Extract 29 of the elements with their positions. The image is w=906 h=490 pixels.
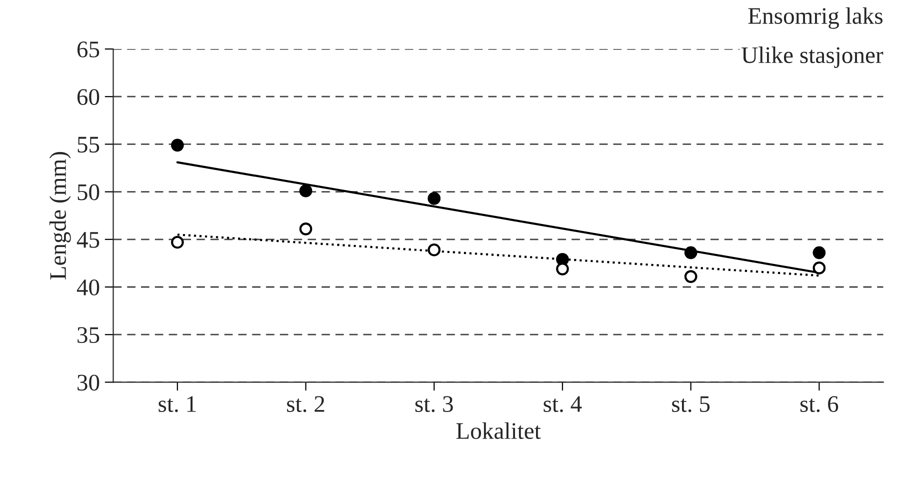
- point: [684, 270, 698, 283]
- y-tick-label: 30: [78, 374, 100, 391]
- x-tick-label: st. 3: [415, 396, 453, 412]
- point: [299, 222, 312, 236]
- point: [556, 262, 569, 276]
- y-tick-label: 55: [78, 136, 100, 153]
- y-tick-label: 65: [77, 42, 100, 58]
- point: [171, 138, 184, 152]
- x-axis-title: Lokalitet: [456, 422, 541, 439]
- point: [812, 246, 826, 260]
- x-tick-label: st. 6: [800, 396, 838, 412]
- text: Ensomrig laks: [748, 7, 882, 29]
- x-tick-label: st. 4: [544, 396, 582, 412]
- y-tick-label: 45: [76, 232, 100, 248]
- y-axis-title: Lengde (mm): [49, 152, 71, 280]
- x-tick-label: st. 1: [158, 396, 196, 412]
- point: [299, 184, 312, 198]
- point: [428, 192, 441, 205]
- point: [812, 262, 826, 274]
- y-tick-label: 35: [78, 327, 100, 344]
- point: [428, 243, 441, 256]
- x-tick-label: st. 2: [287, 396, 324, 412]
- point: [171, 236, 184, 249]
- annotation: Ulike stasjoner: [742, 46, 884, 68]
- x-tick-label: st. 5: [672, 396, 710, 412]
- y-tick-label: 60: [77, 89, 100, 106]
- y-tick-label: 40: [76, 279, 100, 296]
- y-tick-label: 50: [78, 184, 100, 200]
- point: [684, 246, 698, 260]
